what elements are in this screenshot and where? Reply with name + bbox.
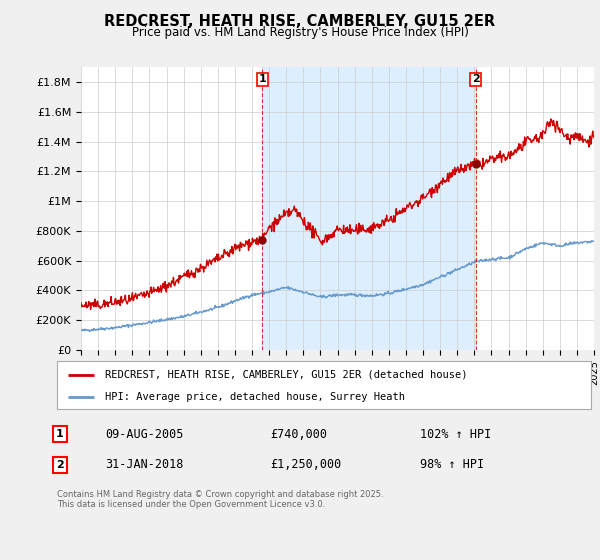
Text: 2: 2 (472, 74, 479, 84)
Text: Price paid vs. HM Land Registry's House Price Index (HPI): Price paid vs. HM Land Registry's House … (131, 26, 469, 39)
Text: £740,000: £740,000 (270, 427, 327, 441)
Bar (262, 67, 476, 350)
Text: HPI: Average price, detached house, Surrey Heath: HPI: Average price, detached house, Surr… (105, 392, 405, 402)
Text: 31-JAN-2018: 31-JAN-2018 (105, 458, 184, 472)
Text: 1: 1 (259, 74, 266, 84)
Text: REDCREST, HEATH RISE, CAMBERLEY, GU15 2ER: REDCREST, HEATH RISE, CAMBERLEY, GU15 2E… (104, 14, 496, 29)
Text: REDCREST, HEATH RISE, CAMBERLEY, GU15 2ER (detached house): REDCREST, HEATH RISE, CAMBERLEY, GU15 2E… (105, 370, 467, 380)
Text: Contains HM Land Registry data © Crown copyright and database right 2025.
This d: Contains HM Land Registry data © Crown c… (57, 490, 383, 510)
Text: 2: 2 (56, 460, 64, 470)
Text: £1,250,000: £1,250,000 (270, 458, 341, 472)
Text: 102% ↑ HPI: 102% ↑ HPI (420, 427, 491, 441)
Text: 98% ↑ HPI: 98% ↑ HPI (420, 458, 484, 472)
Text: 1: 1 (56, 429, 64, 439)
Text: 09-AUG-2005: 09-AUG-2005 (105, 427, 184, 441)
